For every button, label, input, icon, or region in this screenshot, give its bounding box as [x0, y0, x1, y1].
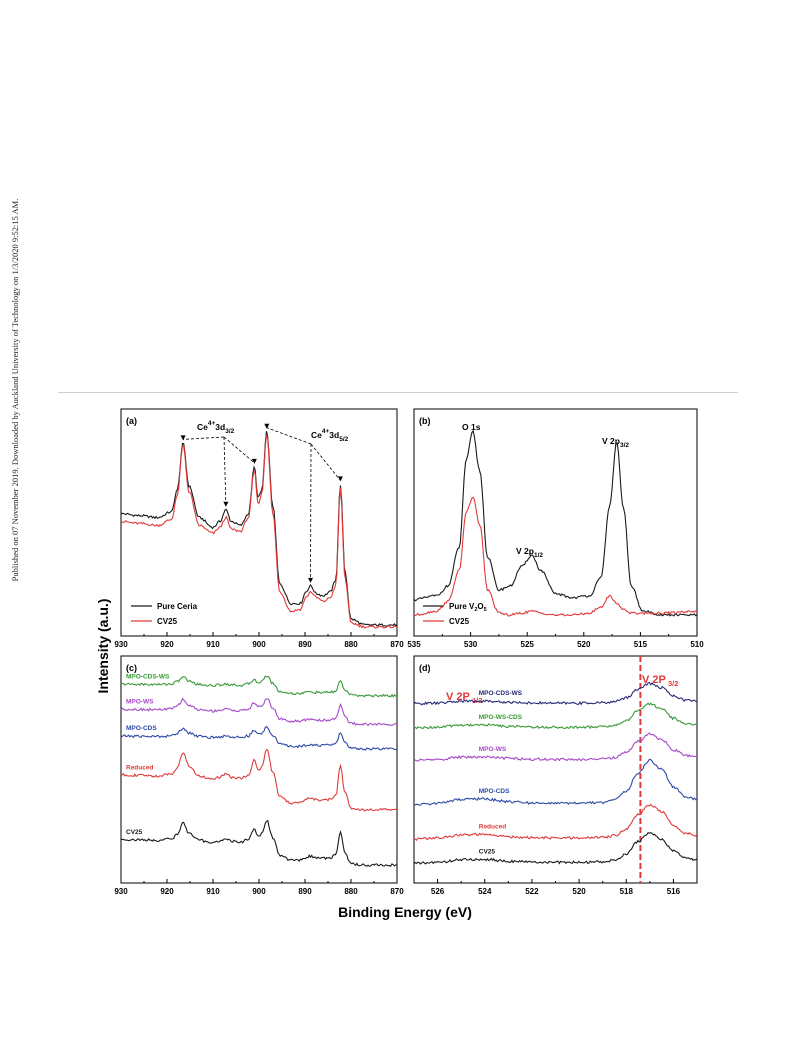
- legend-a-pure-ceria: Pure Ceria: [157, 602, 198, 611]
- series-line-c-mpo-ws: [120, 697, 398, 727]
- legend-b-cv25: CV25: [449, 617, 470, 626]
- annotation-arrow-ce-3d52-0: [266, 427, 312, 445]
- annotation-arrow-ce-3d32-1: [223, 436, 227, 506]
- x-axis-title: Binding Energy (eV): [338, 904, 472, 920]
- annotation-arrowhead-ce-3d32-2: [251, 458, 257, 464]
- series-label-c-mpo-cds-ws: MPO-CDS-WS: [126, 673, 170, 680]
- y-axis-title: Intensity (a.u.): [95, 599, 111, 694]
- x-tick-label-d-0: 526: [431, 887, 445, 896]
- x-tick-label-d-1: 524: [478, 887, 492, 896]
- x-tick-label-b-5: 510: [690, 640, 704, 649]
- series-line-d-mpo-ws: [414, 732, 698, 762]
- annotation-arrowhead-ce-3d32-1: [223, 501, 229, 507]
- x-tick-label-d-2: 522: [525, 887, 539, 896]
- series-line-c-mpo-cds-ws: [120, 675, 398, 698]
- annotation-o1s: O 1s: [462, 422, 481, 432]
- x-tick-label-a-4: 890: [298, 640, 312, 649]
- annotation-arrow-ce-3d52-2: [310, 443, 341, 481]
- x-tick-label-b-3: 520: [577, 640, 591, 649]
- panel-a-label: (a): [126, 416, 137, 426]
- series-line-d-reduced: [413, 803, 698, 841]
- x-tick-label-a-6: 870: [390, 640, 404, 649]
- panel-b-label: (b): [419, 416, 431, 426]
- series-line-b-cv25: [413, 496, 698, 617]
- series-label-c-mpo-ws: MPO-WS: [126, 698, 154, 705]
- series-line-c-mpo-cds: [120, 725, 398, 751]
- series-line-d-cv25: [413, 831, 698, 865]
- panel-d-label: (d): [419, 663, 431, 673]
- annotation-v2p12-d: V 2P 1/2: [446, 691, 482, 705]
- series-line-d-mpo-cds-ws: [413, 681, 698, 706]
- series-label-d-cv25: CV25: [479, 848, 496, 855]
- series-label-d-mpo-cds: MPO-CDS: [479, 788, 510, 795]
- x-tick-label-b-0: 535: [407, 640, 421, 649]
- series-line-d-mpo-ws-cds: [413, 702, 698, 730]
- x-tick-label-d-4: 518: [620, 887, 634, 896]
- x-tick-label-a-0: 930: [114, 640, 128, 649]
- annotation-arrowhead-ce-3d52-0: [264, 423, 270, 429]
- series-label-d-mpo-ws-cds: MPO-WS-CDS: [479, 714, 523, 721]
- annotation-arrow-ce-3d32-2: [223, 436, 255, 464]
- series-line-d-mpo-cds: [413, 758, 698, 806]
- x-tick-label-a-1: 920: [160, 640, 174, 649]
- x-tick-label-a-2: 910: [206, 640, 220, 649]
- page-rule: [58, 392, 738, 393]
- legend-a-cv25: CV25: [157, 617, 178, 626]
- x-tick-label-c-4: 890: [298, 887, 312, 896]
- annotation-arrow-ce-3d32-0: [183, 436, 225, 440]
- chart-layer: 930 920 910 900 890 880 870 535 530 525 520 515 5109…: [114, 423, 704, 896]
- x-tick-label-a-5: 880: [344, 640, 358, 649]
- series-label-d-mpo-cds-ws: MPO-CDS-WS: [479, 690, 523, 697]
- annotation-arrowhead-ce-3d32-0: [180, 435, 186, 441]
- series-line-b-pure-v2o5: [413, 429, 698, 617]
- x-tick-label-c-2: 910: [206, 887, 220, 896]
- legend-b-v2o5: Pure V2O5: [449, 602, 487, 613]
- x-tick-label-b-1: 530: [464, 640, 478, 649]
- annotation-ce-3d52: Ce4+3d5/2: [311, 428, 349, 443]
- x-tick-label-b-4: 515: [634, 640, 648, 649]
- x-tick-label-c-3: 900: [252, 887, 266, 896]
- series-line-a-cv25: [120, 434, 398, 629]
- series-label-d-reduced: Reduced: [479, 824, 506, 831]
- series-label-c-cv25: CV25: [126, 829, 143, 836]
- x-tick-label-c-0: 930: [114, 887, 128, 896]
- annotation-arrowhead-ce-3d52-1: [308, 577, 314, 583]
- series-line-c-reduced: [120, 748, 398, 812]
- series-label-d-mpo-ws: MPO-WS: [479, 746, 507, 753]
- series-line-c-cv25: [120, 819, 398, 868]
- series-line-a-pure-ceria: [120, 431, 398, 627]
- panel-c-label: (c): [126, 663, 137, 673]
- x-tick-label-d-3: 520: [572, 887, 586, 896]
- x-tick-label-a-3: 900: [252, 640, 266, 649]
- x-tick-label-b-2: 525: [521, 640, 535, 649]
- annotation-ce-3d32: Ce4+3d3/2: [197, 420, 235, 435]
- annotation-arrowhead-ce-3d52-2: [337, 476, 343, 482]
- annotation-v2p32-d: V 2P 3/2: [642, 674, 678, 688]
- series-label-c-reduced: Reduced: [126, 764, 153, 771]
- series-label-c-mpo-cds: MPO-CDS: [126, 725, 157, 732]
- x-tick-label-c-1: 920: [160, 887, 174, 896]
- x-tick-label-d-5: 516: [667, 887, 681, 896]
- x-tick-label-c-5: 880: [344, 887, 358, 896]
- x-tick-label-c-6: 870: [390, 887, 404, 896]
